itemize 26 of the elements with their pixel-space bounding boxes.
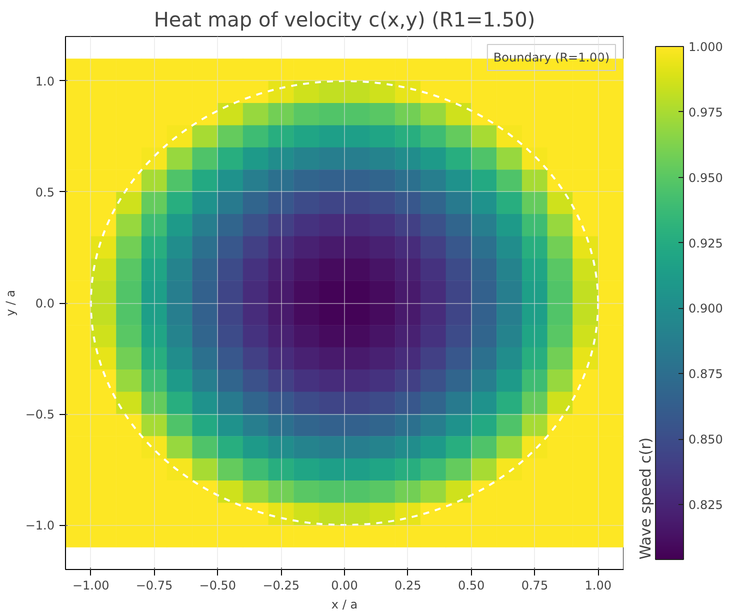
y-tick-label: −1.0 <box>25 518 54 533</box>
x-tick-label: −0.50 <box>199 578 236 592</box>
color-bar-label: 0.875 <box>688 367 723 382</box>
y-tick-label: 0.5 <box>35 185 55 200</box>
y-tick-label: −0.5 <box>25 408 54 422</box>
x-tick-label: −0.25 <box>262 578 300 592</box>
y-tick-label: 1.0 <box>35 74 55 88</box>
color-bar-label: 1.000 <box>688 40 723 54</box>
color-bar-label: 0.825 <box>688 498 723 512</box>
x-tick-label: 0.25 <box>394 578 422 592</box>
chart-title: Heat map of velocity c(x,y) (R1=1.50) <box>154 8 536 32</box>
color-bar-label: 0.850 <box>688 432 723 447</box>
color-bar-label: 0.900 <box>688 302 723 316</box>
color-bar-label: 0.925 <box>688 236 723 250</box>
x-tick-label: −1.00 <box>72 578 110 592</box>
x-tick-label: 1.00 <box>584 578 612 592</box>
color-bar-label: 0.975 <box>688 105 723 120</box>
color-bar-label: 0.950 <box>688 170 723 185</box>
x-tick-label: 0.75 <box>521 578 548 592</box>
x-axis-title: x / a <box>331 598 358 612</box>
x-tick-label: −0.75 <box>136 578 173 592</box>
x-tick-label: 0.50 <box>458 578 485 592</box>
x-tick-label: 0.00 <box>331 578 358 592</box>
y-tick-label: 0.0 <box>35 296 55 310</box>
y-axis-title: y / a <box>3 290 18 316</box>
color-bar-title: Wave speed c(r) <box>636 437 654 560</box>
